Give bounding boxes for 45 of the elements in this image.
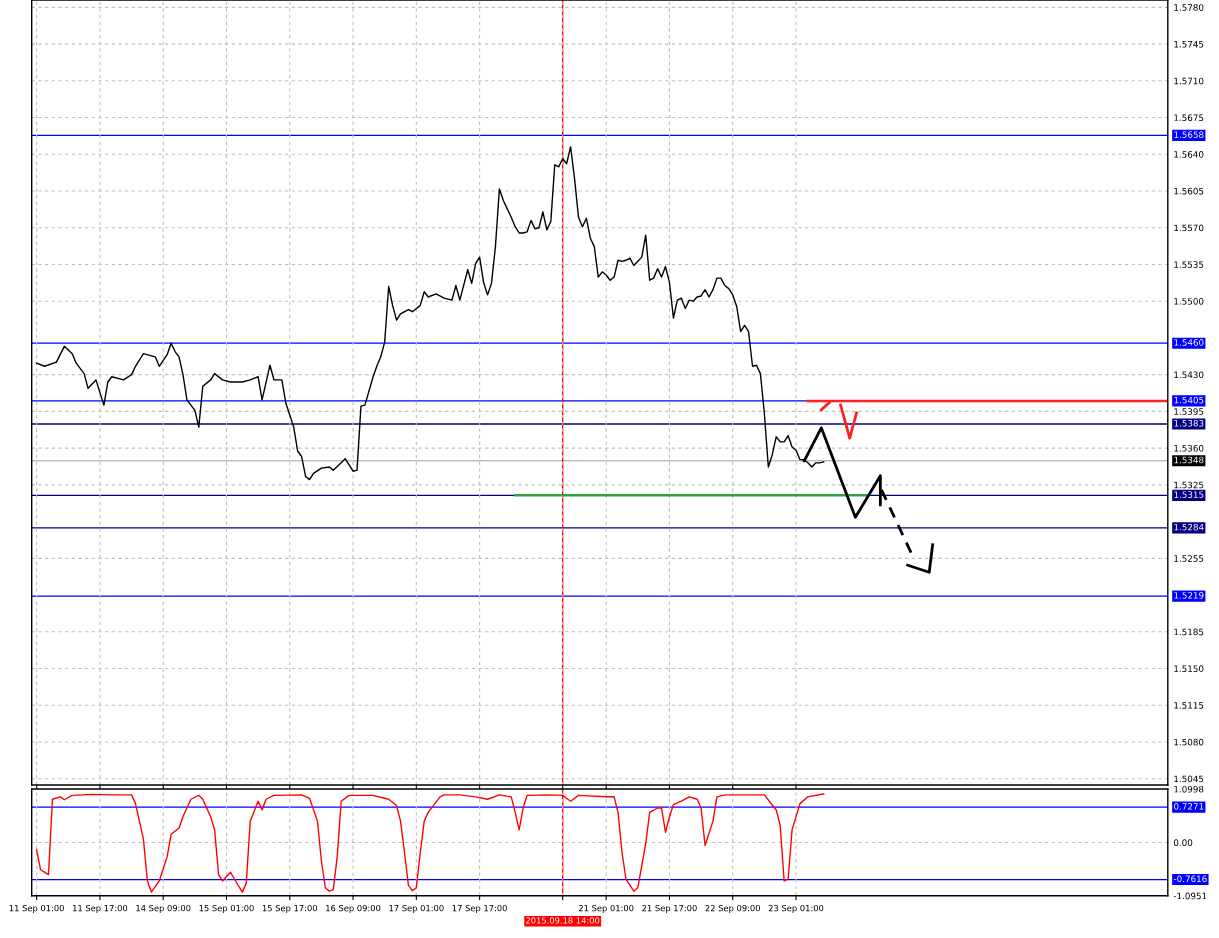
ref-line-label: 1.5284 bbox=[1174, 523, 1204, 531]
ref-line-label: 0.7271 bbox=[1174, 803, 1204, 810]
ref-line-label: 1.5460 bbox=[1174, 339, 1204, 346]
y-tick-label: 1.5710 bbox=[1174, 77, 1204, 85]
x-tick-label: 16 Sep 09:00 bbox=[326, 904, 381, 913]
ref-line-label: 1.5315 bbox=[1174, 491, 1204, 498]
ref-line-label: 1.5219 bbox=[1174, 592, 1204, 599]
ref-line-label: 1.5658 bbox=[1174, 131, 1204, 138]
x-tick-label: 21 Sep 01:00 bbox=[578, 904, 634, 913]
y-tick-label: 1.5360 bbox=[1174, 444, 1204, 452]
y-tick-label: 1.5150 bbox=[1174, 665, 1204, 672]
ref-line-label: 1.5405 bbox=[1174, 396, 1204, 404]
ref-line-label: -0.7616 bbox=[1173, 875, 1207, 883]
x-tick-label: 14 Sep 09:00 bbox=[136, 904, 191, 913]
y-tick-label: 1.5430 bbox=[1174, 371, 1204, 379]
y-tick-label: 1.5675 bbox=[1174, 114, 1204, 121]
x-tick-label: 11 Sep 17:00 bbox=[73, 904, 128, 913]
x-tick-label: 23 Sep 01:00 bbox=[768, 904, 824, 913]
y-tick-label: 1.5745 bbox=[1174, 41, 1204, 48]
y-tick-label: 1.5605 bbox=[1174, 187, 1204, 195]
x-tick-label: 22 Sep 09:00 bbox=[705, 904, 760, 913]
y-tick-label: 1.5185 bbox=[1174, 628, 1204, 636]
x-tick-label: 15 Sep 01:00 bbox=[199, 904, 254, 913]
ref-line-label: 1.5348 bbox=[1174, 456, 1204, 464]
x-tick-label: 17 Sep 01:00 bbox=[389, 904, 444, 913]
x-tick-label: 17 Sep 17:00 bbox=[452, 904, 507, 913]
y-tick-label: -1.0951 bbox=[1173, 892, 1207, 900]
y-tick-label: 1.5535 bbox=[1174, 261, 1204, 268]
y-tick-label: 1.0998 bbox=[1174, 785, 1204, 793]
y-tick-label: 1.5640 bbox=[1174, 151, 1204, 158]
x-tick-label: 21 Sep 17:00 bbox=[642, 904, 697, 913]
y-tick-label: 0.00 bbox=[1173, 839, 1193, 846]
y-tick-label: 1.5570 bbox=[1174, 224, 1204, 232]
y-tick-label: 1.5325 bbox=[1174, 481, 1204, 489]
ref-line-label: 1.5383 bbox=[1174, 419, 1204, 427]
x-tick-label: 11 Sep 01:00 bbox=[9, 904, 64, 913]
x-tick-label: 2015.09.18 14:00 bbox=[526, 917, 600, 924]
x-tick-label: 15 Sep 17:00 bbox=[262, 904, 318, 913]
y-tick-label: 1.5045 bbox=[1174, 775, 1204, 783]
y-tick-label: 1.5780 bbox=[1174, 4, 1204, 11]
y-tick-label: 1.5500 bbox=[1174, 298, 1204, 305]
y-tick-label: 1.5255 bbox=[1174, 555, 1204, 562]
y-tick-label: 1.5395 bbox=[1174, 408, 1204, 415]
y-tick-label: 1.5080 bbox=[1174, 738, 1204, 746]
y-tick-label: 1.5115 bbox=[1174, 702, 1204, 709]
